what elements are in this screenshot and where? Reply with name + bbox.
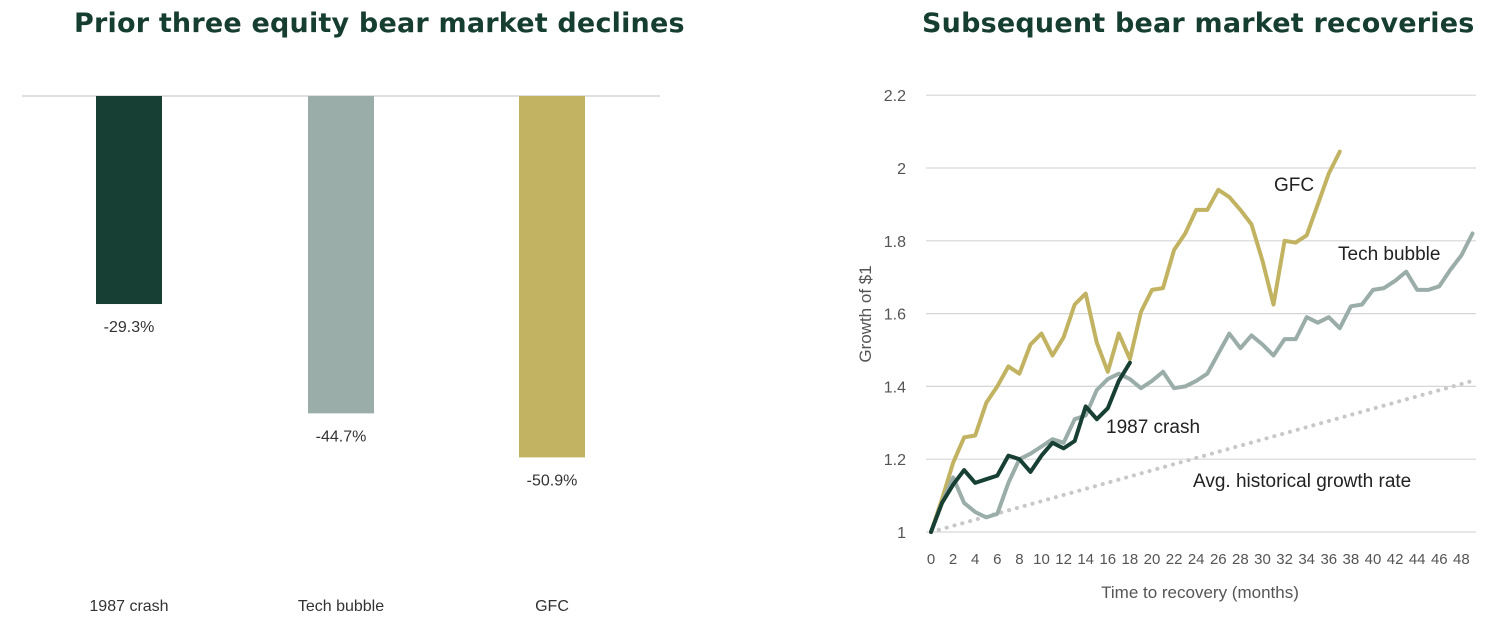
x-tick-label: 44	[1409, 551, 1426, 568]
y-tick-label: 1.8	[884, 234, 906, 251]
series-line-tech-bubble	[929, 231, 1475, 534]
bar-category-label: GFC	[535, 598, 569, 615]
bar-chart: -29.3% 1987 crash -44.7% Tech bubble -50.9% G…	[22, 95, 660, 615]
series-line-avg-growth	[929, 378, 1475, 534]
x-tick-label: 18	[1122, 551, 1139, 568]
y-axis-label: Growth of $1	[856, 265, 875, 362]
x-tick-label: 0	[927, 551, 935, 568]
x-tick-label: 32	[1276, 551, 1293, 568]
bar-gfc	[519, 96, 585, 458]
y-tick-label: 2	[897, 161, 906, 178]
x-tick-label: 36	[1320, 551, 1337, 568]
series-label-avg-growth: Avg. historical growth rate	[1193, 471, 1411, 492]
x-axis-label: Time to recovery (months)	[1101, 583, 1299, 602]
y-tick-label: 1.2	[884, 452, 906, 469]
x-tick-label: 34	[1298, 551, 1315, 568]
x-tick-label: 4	[971, 551, 979, 568]
x-tick-label: 6	[993, 551, 1001, 568]
x-tick-label: 10	[1033, 551, 1050, 568]
x-tick-label: 16	[1099, 551, 1116, 568]
x-tick-label: 42	[1387, 551, 1404, 568]
y-tick-label: 2.2	[884, 88, 906, 105]
bar-1987-crash	[96, 96, 162, 305]
bar-value-label: -29.3%	[104, 319, 155, 336]
x-tick-label: 30	[1254, 551, 1271, 568]
bar-tech-bubble	[308, 96, 374, 414]
bar-chart-title: Prior three equity bear market declines	[74, 8, 685, 39]
bar-category-label: Tech bubble	[298, 598, 384, 615]
series-line-gfc	[929, 149, 1342, 534]
series-line-1987-crash	[929, 360, 1132, 534]
x-tick-label: 2	[949, 551, 957, 568]
x-tick-label: 24	[1188, 551, 1205, 568]
bar-value-label: -44.7%	[316, 428, 367, 445]
series-label-tech-bubble: Tech bubble	[1338, 244, 1440, 265]
x-tick-label: 12	[1055, 551, 1072, 568]
x-tick-label: 20	[1144, 551, 1161, 568]
line-chart-title: Subsequent bear market recoveries	[922, 8, 1475, 39]
x-tick-label: 38	[1343, 551, 1360, 568]
series-label-gfc: GFC	[1274, 175, 1314, 196]
x-tick-label: 46	[1431, 551, 1448, 568]
x-tick-label: 26	[1210, 551, 1227, 568]
x-tick-label: 28	[1232, 551, 1249, 568]
series-label-1987-crash: 1987 crash	[1106, 417, 1200, 438]
x-tick-label: 22	[1166, 551, 1183, 568]
x-tick-label: 48	[1453, 551, 1470, 568]
y-tick-label: 1.4	[884, 379, 906, 396]
x-tick-label: 40	[1365, 551, 1382, 568]
bar-category-label: 1987 crash	[89, 598, 168, 615]
y-tick-label: 1	[897, 525, 906, 542]
bar-value-label: -50.9%	[527, 472, 578, 489]
y-tick-label: 1.6	[884, 307, 906, 324]
x-tick-label: 8	[1015, 551, 1023, 568]
x-tick-label: 14	[1077, 551, 1094, 568]
